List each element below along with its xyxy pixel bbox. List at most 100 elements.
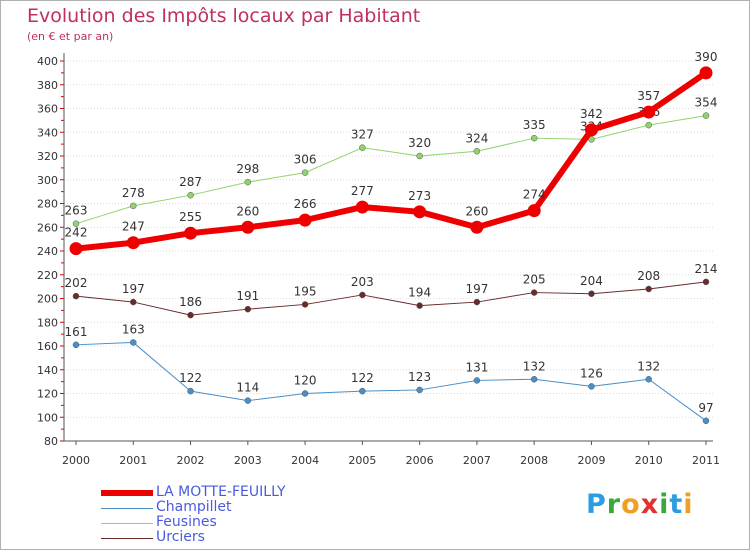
legend-swatch-feusines	[101, 522, 153, 524]
data-point-champillet	[588, 383, 595, 390]
data-point-urciers	[416, 302, 423, 309]
x-tick-label: 2009	[577, 454, 605, 467]
data-point-urciers	[588, 290, 595, 297]
proxiti-logo: Proxiti	[586, 489, 694, 520]
x-tick-label: 2008	[520, 454, 548, 467]
data-point-feusines	[301, 169, 309, 176]
data-point-la-motte-feuilly	[184, 226, 198, 240]
logo-letter: i	[683, 489, 694, 520]
data-point-feusines	[530, 134, 538, 142]
data-point-champillet	[473, 377, 481, 384]
data-point-la-motte-feuilly	[126, 236, 140, 250]
data-point-feusines	[244, 178, 252, 186]
data-label-champillet: 122	[351, 371, 374, 385]
data-label-la-motte-feuilly: 260	[236, 204, 259, 218]
data-label-la-motte-feuilly: 342	[580, 107, 603, 121]
y-tick-label: 360	[37, 103, 58, 116]
logo-letter: P	[586, 489, 607, 520]
logo-letter: t	[669, 489, 684, 520]
y-tick-label: 120	[37, 388, 58, 401]
legend-label-champillet: Champillet	[156, 499, 232, 515]
data-point-champillet	[702, 417, 710, 425]
data-label-la-motte-feuilly: 260	[465, 204, 488, 218]
data-label-champillet: 122	[179, 371, 202, 385]
y-tick-label: 140	[37, 364, 58, 377]
data-point-feusines	[130, 202, 137, 210]
data-point-feusines	[645, 121, 652, 129]
data-label-champillet: 97	[698, 401, 713, 415]
data-point-la-motte-feuilly	[699, 66, 713, 80]
y-tick-label: 320	[37, 150, 58, 163]
data-label-feusines: 327	[351, 128, 374, 142]
x-tick-label: 2011	[692, 454, 720, 467]
y-tick-label: 220	[37, 269, 58, 282]
data-label-champillet: 126	[580, 366, 603, 380]
y-tick-label: 300	[37, 174, 58, 187]
x-tick-label: 2005	[348, 454, 376, 467]
x-tick-label: 2001	[119, 454, 147, 467]
data-label-la-motte-feuilly: 273	[408, 189, 431, 203]
data-label-champillet: 131	[465, 360, 488, 374]
data-point-urciers	[72, 292, 80, 300]
data-point-la-motte-feuilly	[413, 205, 427, 219]
data-label-champillet: 120	[294, 374, 317, 388]
logo-letter: x	[640, 489, 660, 520]
data-label-la-motte-feuilly: 266	[294, 197, 317, 211]
data-point-champillet	[244, 397, 252, 404]
y-tick-label: 260	[37, 221, 58, 234]
data-label-urciers: 197	[465, 282, 488, 296]
data-label-la-motte-feuilly: 277	[351, 184, 374, 198]
data-point-urciers	[301, 301, 309, 308]
data-point-feusines	[187, 191, 194, 199]
data-point-urciers	[473, 298, 481, 306]
data-label-champillet: 114	[236, 381, 259, 395]
data-label-la-motte-feuilly: 357	[637, 89, 660, 103]
y-tick-label: 280	[37, 198, 58, 211]
x-tick-label: 2000	[62, 454, 90, 467]
chart-title: Evolution des Impôts locaux par Habitant	[27, 5, 421, 27]
data-point-urciers	[645, 285, 652, 293]
data-label-champillet: 132	[523, 359, 546, 373]
data-label-urciers: 204	[580, 274, 603, 288]
data-point-urciers	[530, 289, 538, 296]
data-label-urciers: 214	[695, 262, 718, 276]
y-tick-label: 160	[37, 340, 58, 353]
x-tick-label: 2004	[291, 454, 319, 467]
data-point-la-motte-feuilly	[69, 242, 83, 256]
data-point-champillet	[72, 341, 80, 349]
data-label-feusines: 278	[122, 186, 145, 200]
data-label-champillet: 163	[122, 322, 145, 336]
legend-swatch-champillet	[101, 507, 153, 509]
y-tick-label: 240	[37, 245, 58, 258]
data-label-feusines: 335	[523, 118, 546, 132]
data-point-champillet	[359, 387, 366, 395]
data-point-la-motte-feuilly	[642, 105, 656, 119]
data-point-champillet	[530, 376, 538, 383]
data-label-la-motte-feuilly: 390	[695, 50, 718, 64]
series-line-champillet	[75, 341, 707, 422]
x-tick-label: 2003	[234, 454, 262, 467]
data-point-la-motte-feuilly	[527, 204, 541, 218]
chart-subtitle: (en € et par an)	[27, 30, 114, 43]
data-label-urciers: 194	[408, 286, 431, 300]
legend-label-la-motte-feuilly: LA MOTTE-FEUILLY	[156, 484, 286, 500]
data-point-urciers	[244, 305, 252, 313]
data-point-champillet	[645, 376, 652, 383]
data-point-la-motte-feuilly	[241, 220, 255, 234]
data-point-feusines	[473, 148, 481, 155]
data-label-urciers: 203	[351, 275, 374, 289]
legend-label-urciers: Urciers	[156, 529, 205, 545]
x-tick-label: 2007	[463, 454, 491, 467]
data-point-urciers	[702, 278, 710, 286]
legend-swatch-urciers	[101, 537, 153, 539]
data-label-urciers: 186	[179, 295, 202, 309]
x-tick-label: 2010	[635, 454, 663, 467]
data-label-feusines: 324	[465, 131, 488, 145]
data-point-la-motte-feuilly	[584, 123, 598, 137]
y-tick-label: 340	[37, 126, 58, 139]
data-label-la-motte-feuilly: 255	[179, 210, 202, 224]
data-label-urciers: 202	[65, 276, 88, 290]
x-tick-label: 2006	[406, 454, 434, 467]
data-label-feusines: 298	[236, 162, 259, 176]
